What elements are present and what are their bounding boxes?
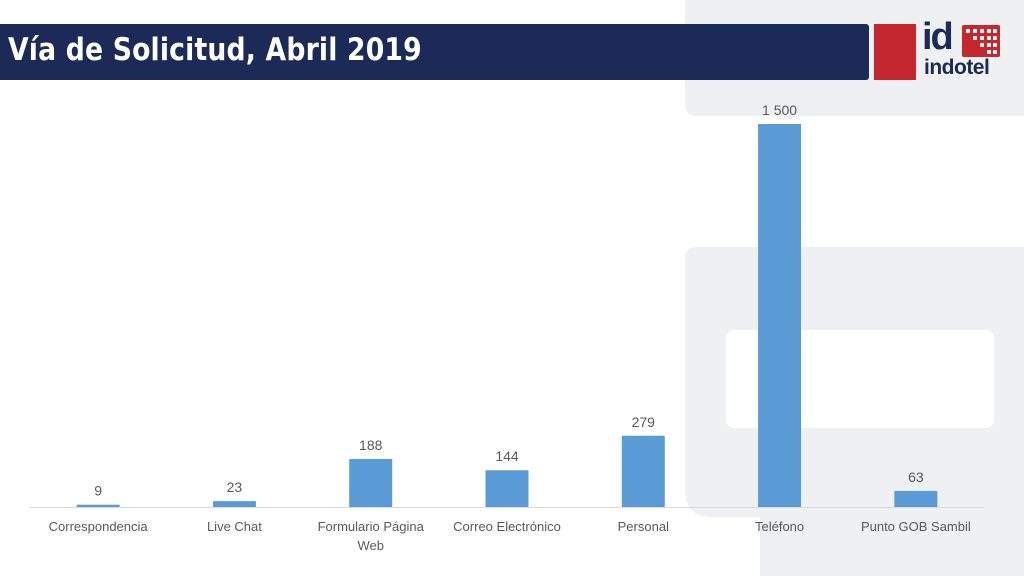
category-label: Correspondencia	[49, 519, 149, 534]
data-label: 23	[227, 479, 243, 495]
slide-title: Vía de Solicitud, Abril 2019	[8, 32, 422, 68]
category-label: Correo Electrónico	[453, 519, 561, 534]
data-label: 188	[359, 437, 383, 453]
data-label: 9	[94, 483, 102, 499]
bar	[212, 501, 256, 507]
title-bar	[0, 24, 869, 80]
data-label: 1 500	[762, 102, 797, 118]
bar	[349, 458, 393, 507]
bar	[758, 124, 802, 507]
bar	[485, 470, 529, 507]
logo-mark: id	[922, 16, 954, 58]
logo-red-block	[874, 24, 916, 80]
logo-grid-icon	[962, 25, 1000, 57]
bar	[76, 504, 120, 507]
background-panel-bottom	[760, 470, 1024, 576]
category-label: Live Chat	[207, 519, 262, 534]
data-label: 279	[632, 414, 656, 430]
bar	[894, 490, 938, 507]
data-label: 63	[908, 469, 924, 485]
category-label: Personal	[618, 519, 669, 534]
data-label: 144	[495, 448, 519, 464]
logo-wordmark: indotel	[924, 56, 990, 79]
category-label: Teléfono	[755, 519, 804, 534]
category-label: Formulario Página Web	[318, 519, 425, 553]
bar	[621, 435, 665, 507]
indotel-logo: id indotel	[920, 16, 1004, 84]
category-label: Punto GOB Sambil	[861, 519, 971, 534]
